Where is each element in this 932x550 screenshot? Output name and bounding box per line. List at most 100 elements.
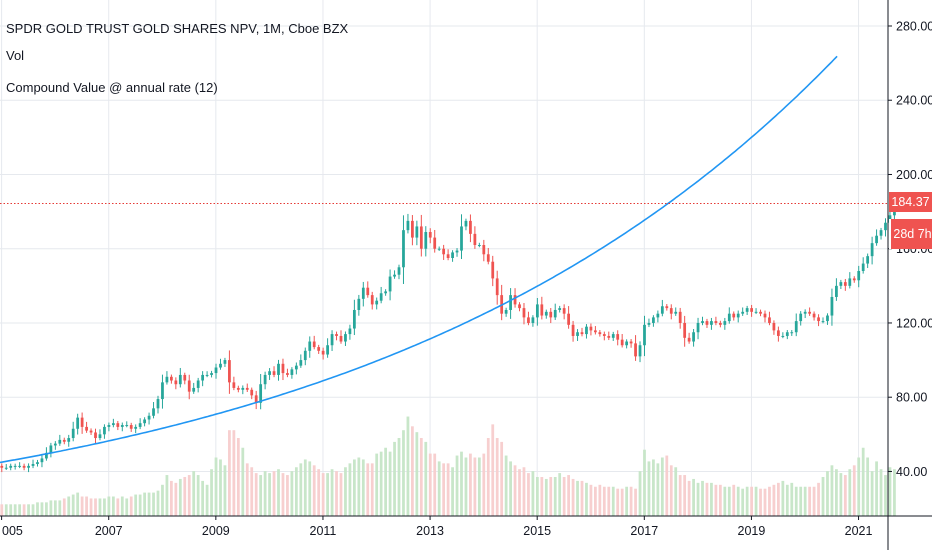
volume-bar: [527, 473, 530, 516]
volume-bar: [442, 463, 446, 516]
volume-bar: [370, 463, 374, 516]
volume-bar: [379, 451, 383, 516]
volume-bar: [321, 473, 325, 516]
candle-body: [808, 311, 812, 314]
candle-body: [0, 465, 4, 468]
candle-body: [170, 376, 173, 381]
candle-body: [18, 465, 22, 467]
volume-bar: [799, 486, 803, 516]
volume-bar: [49, 500, 53, 516]
volume-bar: [13, 504, 17, 516]
time-axis-tick-label: 2009: [202, 524, 230, 538]
volume-bar: [415, 432, 419, 516]
candle-body: [232, 382, 236, 388]
volume-bar: [669, 465, 673, 516]
candle-body: [509, 295, 512, 310]
candle-body: [94, 432, 97, 439]
volume-bar: [732, 484, 736, 516]
volume-bar: [843, 475, 847, 516]
candle-body: [473, 233, 477, 246]
volume-bar: [884, 475, 887, 516]
candle-body: [366, 287, 370, 296]
candle-body: [848, 278, 852, 286]
candle-body: [446, 254, 450, 258]
candle-body: [263, 374, 267, 385]
candle-body: [777, 330, 780, 336]
volume-bar: [312, 465, 316, 516]
candle-body: [607, 335, 611, 338]
volume-bar: [861, 447, 865, 516]
candle-body: [714, 321, 718, 323]
volume-bar: [567, 475, 570, 516]
volume-bar: [777, 482, 780, 516]
candle-body: [419, 226, 423, 249]
candle-body: [602, 334, 606, 336]
candle-body: [549, 311, 553, 318]
indicator-legend: Compound Value @ annual rate (12): [6, 80, 218, 95]
volume-bar: [9, 504, 13, 516]
candle-body: [852, 278, 856, 281]
volume-bar: [531, 471, 535, 516]
volume-bar: [143, 492, 146, 516]
volume-bar: [214, 457, 218, 516]
volume-bar: [36, 502, 39, 516]
volume-bar: [687, 480, 691, 516]
candle-body: [85, 426, 88, 431]
candle-body: [781, 335, 785, 337]
volume-bar: [866, 457, 870, 516]
candle-body: [504, 309, 508, 314]
volume-bar: [299, 463, 303, 516]
candle-body: [656, 313, 660, 318]
volume-bar: [540, 477, 544, 516]
candle-body: [397, 267, 401, 275]
volume-bar: [652, 459, 655, 516]
candle-body: [205, 374, 209, 376]
volume-bar: [103, 498, 106, 516]
last-price-badge: 184.37: [889, 192, 932, 212]
candle-body: [638, 345, 642, 357]
volume-bar: [750, 486, 753, 516]
volume-bar: [741, 488, 745, 516]
candle-body: [803, 311, 807, 314]
candle-body: [236, 387, 240, 390]
volume-bar: [165, 475, 169, 516]
volume-bar: [80, 496, 84, 516]
volume-bar: [192, 471, 196, 516]
time-axis-tick-label: 2013: [416, 524, 444, 538]
volume-bar: [335, 471, 338, 516]
volume-bar: [495, 438, 499, 516]
candle-body: [616, 334, 620, 340]
volume-bar: [701, 480, 704, 516]
candle-body: [174, 380, 178, 385]
candle-body: [866, 256, 870, 264]
candle-body: [4, 467, 8, 469]
volume-bar: [138, 494, 142, 516]
volume-bar: [339, 473, 343, 516]
volume-bar: [879, 469, 883, 516]
volume-bar: [460, 451, 463, 516]
volume-bar: [826, 471, 829, 516]
candle-body: [161, 382, 164, 400]
candle-body: [402, 230, 405, 268]
candle-body: [303, 350, 307, 361]
time-axis-tick-label: 2019: [738, 524, 766, 538]
candle-body: [477, 245, 481, 247]
volume-bar: [254, 473, 258, 516]
candle-body: [522, 308, 526, 318]
candle-body: [696, 322, 700, 333]
volume-bar: [768, 486, 771, 516]
symbol-title: SPDR GOLD TRUST GOLD SHARES NPV, 1M, Cbo…: [6, 21, 349, 36]
volume-bar: [419, 438, 423, 516]
volume-bar: [45, 502, 48, 516]
volume-bar: [486, 438, 490, 516]
volume-bar: [754, 486, 758, 516]
candle-body: [98, 434, 102, 439]
volume-bar: [196, 475, 200, 516]
volume-bar: [643, 449, 646, 516]
volume-bar: [562, 477, 566, 516]
volume-bar: [549, 477, 553, 516]
volume-bar: [598, 484, 602, 516]
candle-body: [875, 235, 878, 244]
candle-body: [611, 334, 615, 338]
